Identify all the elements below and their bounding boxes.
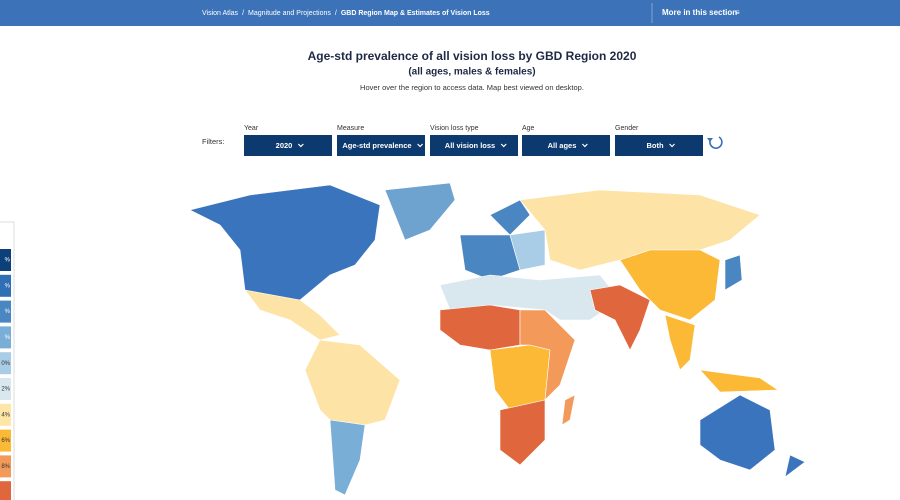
subtitle: (all ages, males & females) (408, 67, 535, 78)
reset-icon[interactable] (707, 136, 723, 149)
dropdown-value: Both (646, 141, 663, 150)
legend-swatch (0, 300, 11, 323)
legend-label: 8% (1, 464, 10, 470)
dropdown[interactable] (615, 135, 703, 156)
legend-swatch (0, 481, 11, 500)
filter-label: Year (244, 125, 259, 132)
scandinavia[interactable] (489, 199, 531, 236)
legend-swatch (0, 429, 11, 452)
filter-label: Gender (615, 125, 639, 132)
north-america[interactable] (189, 184, 381, 301)
note: Hover over the region to access data. Ma… (360, 83, 584, 92)
dropdown[interactable] (244, 135, 332, 156)
map (189, 182, 806, 496)
breadcrumb-separator: / (335, 10, 337, 17)
western-europe[interactable] (459, 234, 521, 281)
eastern-europe[interactable] (509, 229, 546, 271)
dropdown-caret (417, 143, 424, 148)
japan[interactable] (724, 254, 743, 291)
islands[interactable] (699, 369, 779, 393)
filter-label: Age (522, 125, 535, 132)
legend-label: % (5, 283, 11, 289)
legend-label: 4% (1, 412, 10, 418)
breadcrumbs: Vision Atlas / Magnitude and Projections / G… (202, 10, 490, 17)
filter-label: Vision loss type (430, 125, 479, 132)
australia[interactable] (699, 394, 776, 471)
legend-label: % (5, 309, 11, 315)
legend-swatch (0, 378, 11, 400)
south-america[interactable] (304, 339, 401, 426)
west-africa[interactable] (439, 304, 521, 351)
menu-icon[interactable]: ≡ (735, 8, 740, 17)
dropdown[interactable] (337, 135, 425, 156)
southern-africa[interactable] (499, 399, 546, 466)
legend-swatch (0, 274, 11, 297)
legend-label: % (5, 258, 11, 264)
south-asia[interactable] (589, 284, 651, 351)
dropdown-value: All ages (548, 141, 577, 150)
east-asia[interactable] (619, 249, 721, 321)
southern-cone[interactable] (329, 419, 366, 496)
legend-label: 0% (1, 361, 10, 367)
breadcrumb: GBD Region Map & Estimates of Vision Los… (341, 10, 490, 17)
central-america[interactable] (244, 289, 341, 341)
legend-swatch (0, 352, 11, 375)
greenland[interactable] (384, 182, 456, 241)
title: Age-std prevalence of all vision loss by… (308, 49, 637, 63)
dropdown[interactable] (430, 135, 518, 156)
central-africa[interactable] (489, 344, 551, 411)
filters: Year 2020 Measure Age-std prevalence Vision … (244, 125, 703, 156)
legend-label: 6% (1, 438, 10, 444)
filter-label: Measure (337, 125, 364, 132)
new-zealand[interactable] (784, 454, 806, 478)
legend-label: 2% (1, 387, 10, 393)
legend: %%%% 0% 2% 4% 6% 8% (0, 249, 11, 500)
section-menu[interactable]: More in this section (662, 8, 737, 17)
dropdown-caret (669, 143, 675, 148)
legend-label: % (5, 335, 11, 341)
madagascar[interactable] (561, 394, 576, 426)
dropdown-caret (581, 143, 588, 148)
legend-swatch (0, 455, 11, 478)
breadcrumb[interactable]: Magnitude and Projections (248, 10, 331, 17)
dropdown-value: All vision loss (445, 141, 495, 150)
southeast-asia[interactable] (664, 314, 696, 371)
dropdown-caret (297, 143, 304, 148)
dropdown[interactable] (522, 135, 610, 156)
legend-swatch (0, 403, 11, 426)
legend-swatch (0, 249, 11, 271)
dropdown-caret (500, 143, 507, 148)
filters-label: Filters: (202, 137, 225, 146)
top-bar (0, 0, 900, 26)
dropdown-value: Age-std prevalence (342, 141, 411, 150)
dropdown-value: 2020 (276, 141, 293, 150)
breadcrumb[interactable]: Vision Atlas (202, 10, 239, 17)
legend-swatch (0, 326, 11, 349)
breadcrumb-separator: / (242, 10, 244, 17)
